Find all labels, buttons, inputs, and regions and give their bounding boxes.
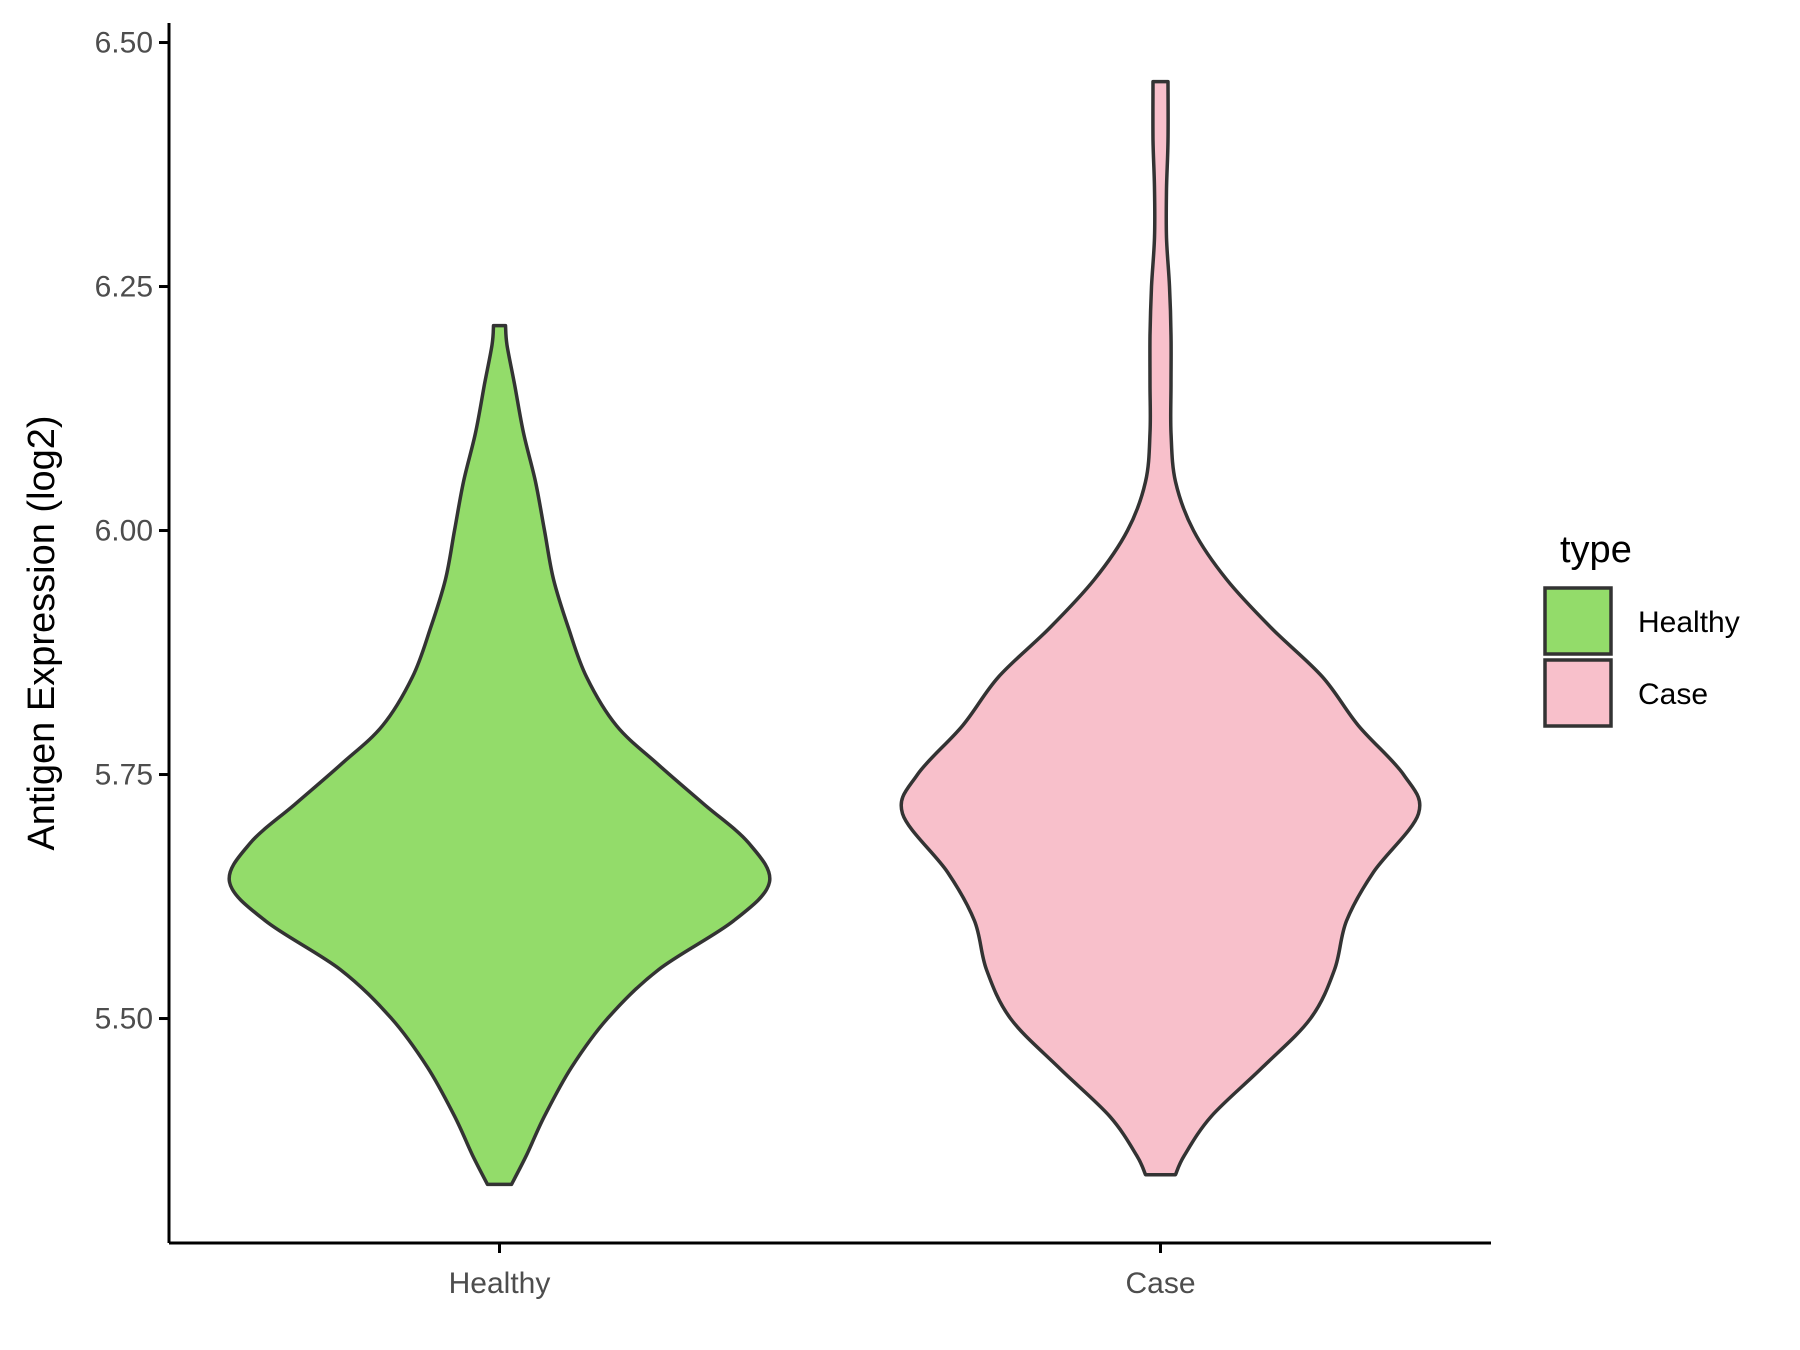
y-axis-title: Antigen Expression (log2): [21, 415, 63, 850]
y-ticks: 5.50 5.75 6.00 6.25 6.50: [95, 27, 169, 1036]
violin-case: [899, 79, 1422, 1177]
x-tick-label: Healthy: [449, 1267, 551, 1300]
y-axis: 5.50 5.75 6.00 6.25 6.50: [95, 23, 171, 1243]
violins: [227, 79, 1422, 1187]
legend: type Healthy Case: [1543, 529, 1740, 728]
x-tick-label: Case: [1125, 1267, 1195, 1300]
y-tick-label: 5.75: [95, 759, 153, 792]
y-tick-label: 5.50: [95, 1003, 153, 1036]
y-tick-label: 6.50: [95, 27, 153, 60]
legend-label-healthy: Healthy: [1638, 606, 1740, 639]
y-tick-label: 6.00: [95, 515, 153, 548]
violin-healthy: [227, 323, 772, 1187]
legend-label-case: Case: [1638, 678, 1708, 711]
legend-key-case: [1543, 658, 1613, 728]
legend-title: type: [1560, 529, 1632, 571]
x-axis: Healthy Case: [169, 1241, 1491, 1300]
y-tick-label: 6.25: [95, 271, 153, 304]
legend-key-healthy: [1543, 586, 1613, 656]
x-ticks: Healthy Case: [449, 1243, 1196, 1300]
